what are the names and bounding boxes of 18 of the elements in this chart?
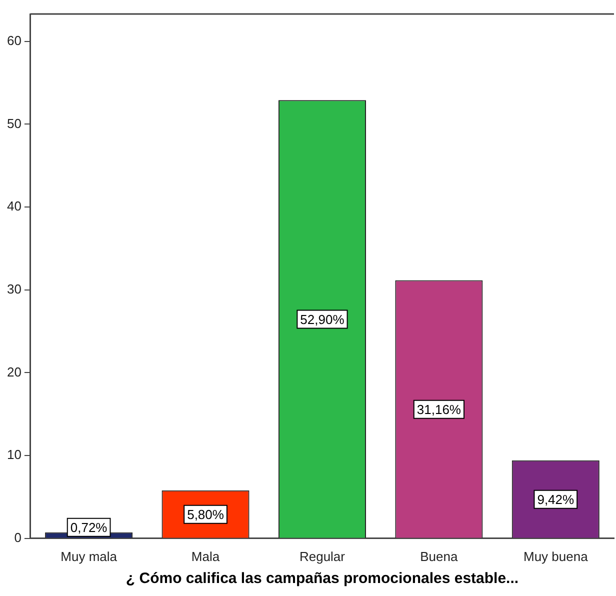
x-tick-label: Buena bbox=[420, 548, 458, 564]
data-label: 9,42% bbox=[537, 492, 575, 507]
y-tick-label: 60 bbox=[6, 32, 22, 48]
y-tick-label: 50 bbox=[6, 116, 22, 131]
y-tick-label: 20 bbox=[6, 364, 22, 380]
y-tick-label: 10 bbox=[6, 447, 22, 462]
y-tick-label: 0 bbox=[14, 530, 22, 545]
x-tick-label: Mala bbox=[191, 548, 220, 564]
x-tick-label: Muy buena bbox=[523, 548, 589, 564]
y-tick-label: 40 bbox=[6, 198, 22, 214]
x-tick-label: Regular bbox=[299, 548, 346, 564]
y-tick-label: 30 bbox=[6, 281, 22, 296]
data-label: 5,80% bbox=[187, 506, 224, 522]
data-label: 31,16% bbox=[416, 402, 462, 417]
x-axis-title: ¿ Cómo califica las campañas promocionales estable... bbox=[126, 570, 519, 588]
data-label: 52,90% bbox=[300, 312, 345, 327]
x-tick-label: Muy mala bbox=[60, 548, 118, 564]
data-label: 0,72% bbox=[70, 520, 108, 535]
